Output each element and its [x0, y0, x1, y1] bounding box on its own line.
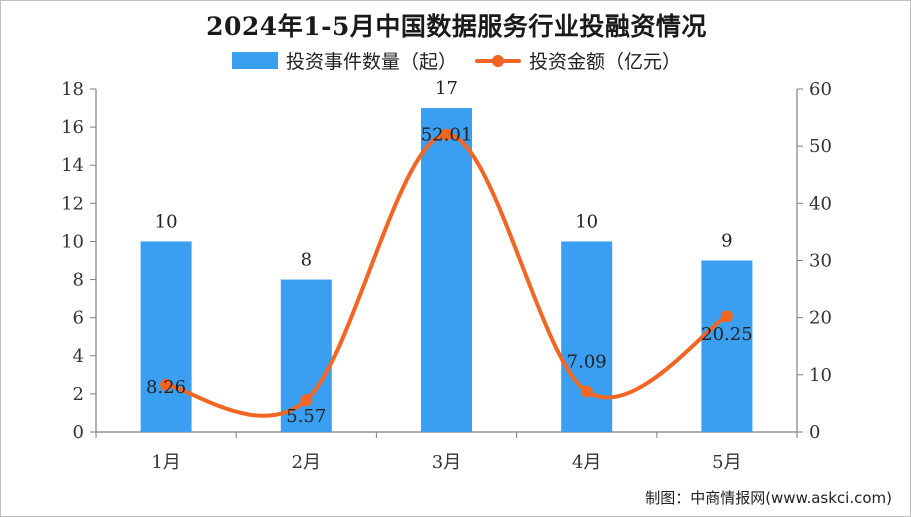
line-point	[580, 385, 593, 398]
legend-bar-label: 投资事件数量（起）	[285, 51, 457, 73]
y-right-tick-label: 20	[809, 308, 832, 329]
legend-item-bar: 投资事件数量（起）	[231, 47, 457, 74]
y-left-tick-label: 18	[61, 79, 84, 100]
y-left-tick-label: 16	[61, 117, 84, 138]
legend: 投资事件数量（起） 投资金额（亿元）	[1, 47, 910, 74]
bar-data-label: 9	[721, 231, 732, 252]
y-right-tick-label: 40	[809, 193, 832, 214]
y-right-tick-label: 10	[809, 365, 832, 386]
bar	[140, 241, 192, 432]
legend-bar-swatch	[231, 52, 278, 69]
line-data-label: 52.01	[421, 125, 473, 146]
bar-data-label: 10	[155, 211, 178, 232]
y-right-tick-label: 60	[809, 79, 832, 100]
line-data-label: 7.09	[567, 351, 607, 372]
x-tick-label: 1月	[151, 452, 180, 473]
y-left-tick-label: 12	[61, 193, 84, 214]
legend-line-label: 投资金额（亿元）	[529, 51, 682, 73]
line-point	[720, 310, 733, 323]
y-left-tick-label: 8	[73, 270, 84, 291]
source-note: 制图：中商情报网(www.askci.com)	[645, 489, 892, 507]
x-tick-label: 3月	[432, 452, 461, 473]
bar	[561, 241, 613, 432]
y-left-tick-label: 2	[73, 384, 84, 405]
y-left-tick-label: 14	[61, 155, 84, 176]
legend-item-line: 投资金额（亿元）	[475, 47, 681, 74]
line-data-label: 20.25	[701, 324, 753, 345]
line-data-label: 8.26	[146, 377, 186, 398]
x-tick-label: 2月	[292, 452, 321, 473]
line-point	[300, 394, 313, 407]
y-left-tick-label: 0	[73, 422, 84, 443]
y-left-tick-label: 4	[73, 346, 84, 367]
line-data-label: 5.57	[286, 406, 326, 427]
bar	[421, 108, 472, 433]
y-left-tick-label: 10	[61, 231, 84, 252]
chart-title: 2024年1-5月中国数据服务行业投融资情况	[206, 12, 707, 41]
x-tick-label: 4月	[572, 452, 601, 473]
y-left-tick-label: 6	[73, 308, 84, 329]
bar-data-label: 8	[301, 250, 312, 271]
bar-data-label: 17	[435, 78, 458, 99]
y-right-tick-label: 50	[809, 136, 832, 157]
legend-line-swatch	[475, 52, 521, 69]
y-right-tick-label: 0	[809, 422, 820, 443]
bar	[280, 279, 332, 432]
bar	[701, 260, 753, 432]
line-point	[440, 128, 453, 141]
y-right-tick-label: 30	[809, 251, 832, 272]
bar-data-label: 10	[575, 211, 598, 232]
x-tick-label: 5月	[712, 452, 741, 473]
line-point	[160, 378, 173, 391]
